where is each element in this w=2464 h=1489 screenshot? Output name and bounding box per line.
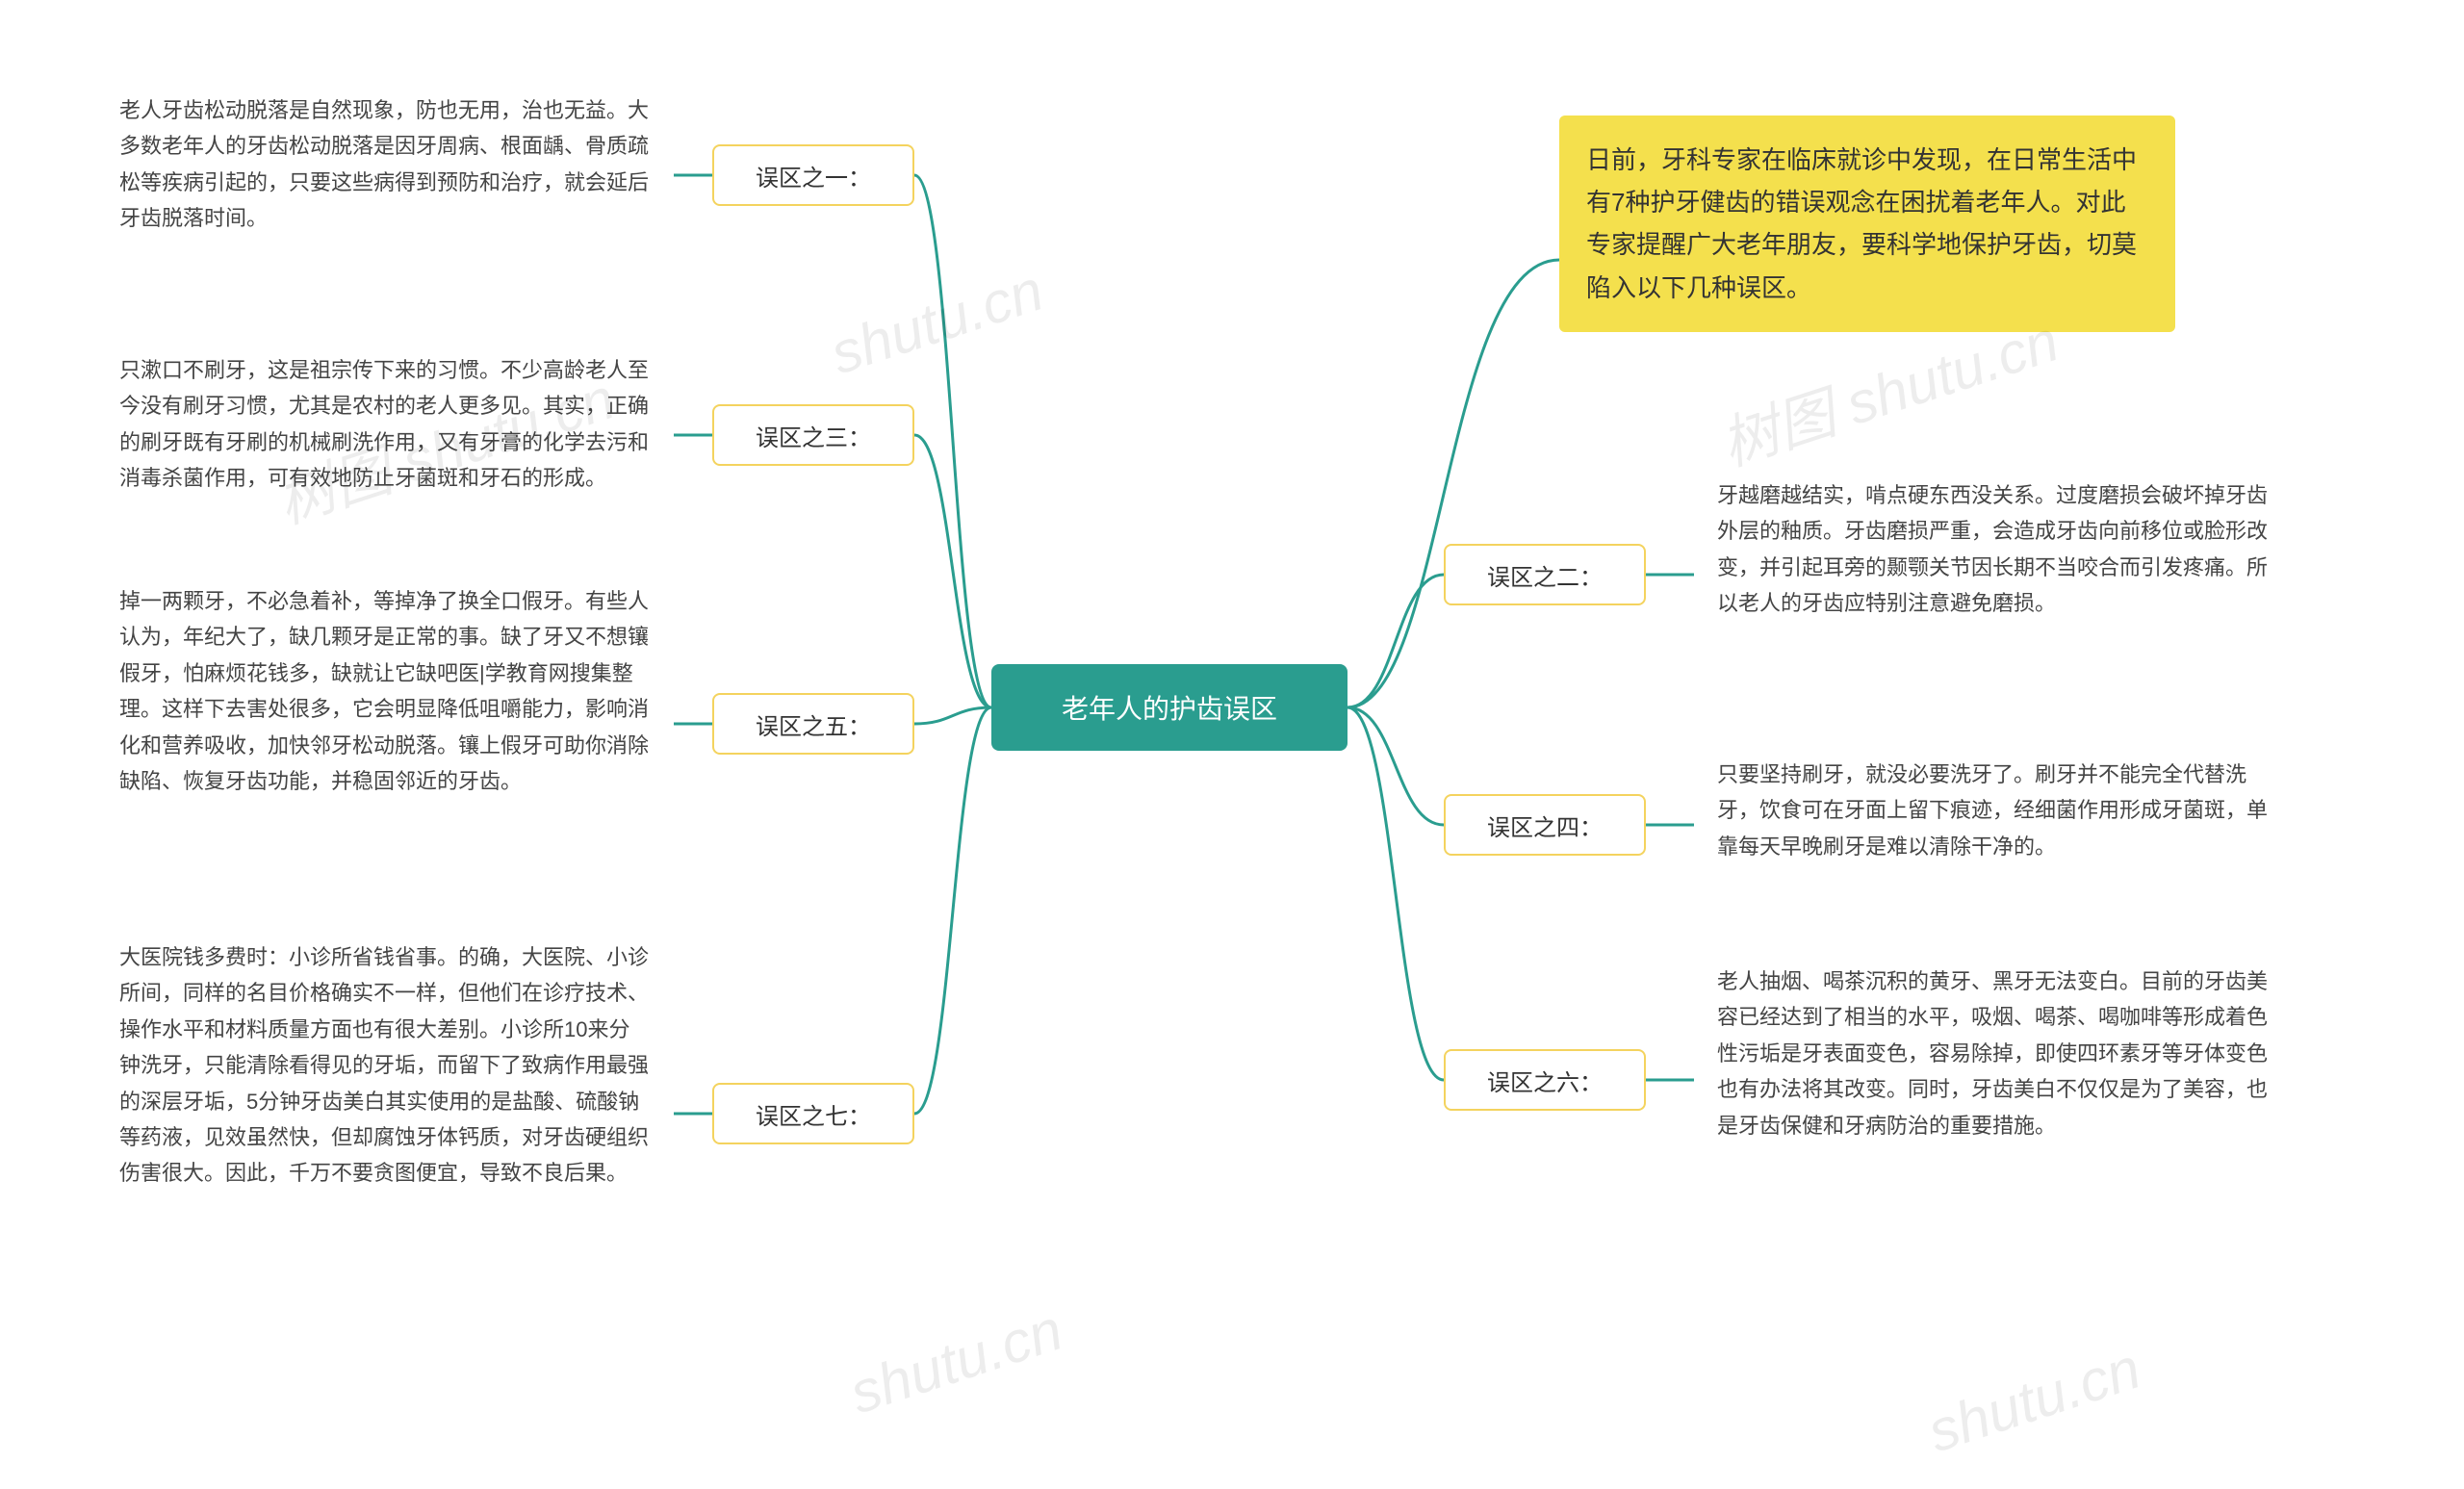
leaf-5[interactable]: 掉一两颗牙，不必急着补，等掉净了换全口假牙。有些人认为，年纪大了，缺几颗牙是正常… xyxy=(96,568,674,814)
branch-6[interactable]: 误区之六： xyxy=(1444,1049,1646,1111)
mindmap-canvas: 老年人的护齿误区 日前，牙科专家在临床就诊中发现，在日常生活中有7种护牙健齿的错… xyxy=(0,0,2464,1489)
root-node[interactable]: 老年人的护齿误区 xyxy=(991,664,1348,751)
leaf-7[interactable]: 大医院钱多费时：小诊所省钱省事。的确，大医院、小诊所间，同样的名目价格确实不一样… xyxy=(96,924,674,1207)
leaf-3[interactable]: 只漱口不刷牙，这是祖宗传下来的习惯。不少高龄老人至今没有刷牙习惯，尤其是农村的老… xyxy=(96,337,674,512)
watermark: shutu.cn xyxy=(823,257,1051,388)
branch-7[interactable]: 误区之七： xyxy=(712,1083,914,1144)
branch-2[interactable]: 误区之二： xyxy=(1444,544,1646,605)
branch-5-label: 误区之五： xyxy=(756,707,871,741)
leaf-2-text: 牙越磨越结实，啃点硬东西没关系。过度磨损会破坏掉牙齿外层的釉质。牙齿磨损严重，会… xyxy=(1717,483,2268,615)
leaf-6[interactable]: 老人抽烟、喝茶沉积的黄牙、黑牙无法变白。目前的牙齿美容已经达到了相当的水平，吸烟… xyxy=(1694,948,2291,1159)
intro-text: 日前，牙科专家在临床就诊中发现，在日常生活中有7种护牙健齿的错误观念在困扰着老年… xyxy=(1586,145,2137,302)
root-label: 老年人的护齿误区 xyxy=(1062,688,1277,727)
leaf-4-text: 只要坚持刷牙，就没必要洗牙了。刷牙并不能完全代替洗牙，饮食可在牙面上留下痕迹，经… xyxy=(1717,762,2268,859)
watermark: shutu.cn xyxy=(1920,1335,2148,1466)
leaf-7-text: 大医院钱多费时：小诊所省钱省事。的确，大医院、小诊所间，同样的名目价格确实不一样… xyxy=(119,945,649,1185)
branch-4[interactable]: 误区之四： xyxy=(1444,794,1646,856)
leaf-1-text: 老人牙齿松动脱落是自然现象，防也无用，治也无益。大多数老年人的牙齿松动脱落是因牙… xyxy=(119,98,649,230)
leaf-3-text: 只漱口不刷牙，这是祖宗传下来的习惯。不少高龄老人至今没有刷牙习惯，尤其是农村的老… xyxy=(119,358,649,490)
branch-2-label: 误区之二： xyxy=(1487,558,1603,592)
intro-note[interactable]: 日前，牙科专家在临床就诊中发现，在日常生活中有7种护牙健齿的错误观念在困扰着老年… xyxy=(1559,116,2175,332)
leaf-5-text: 掉一两颗牙，不必急着补，等掉净了换全口假牙。有些人认为，年纪大了，缺几颗牙是正常… xyxy=(119,589,649,793)
branch-3-label: 误区之三： xyxy=(756,419,871,452)
leaf-2[interactable]: 牙越磨越结实，啃点硬东西没关系。过度磨损会破坏掉牙齿外层的釉质。牙齿磨损严重，会… xyxy=(1694,462,2291,637)
branch-6-label: 误区之六： xyxy=(1487,1064,1603,1097)
leaf-6-text: 老人抽烟、喝茶沉积的黄牙、黑牙无法变白。目前的牙齿美容已经达到了相当的水平，吸烟… xyxy=(1717,969,2268,1138)
leaf-1[interactable]: 老人牙齿松动脱落是自然现象，防也无用，治也无益。大多数老年人的牙齿松动脱落是因牙… xyxy=(96,77,674,252)
branch-7-label: 误区之七： xyxy=(756,1097,871,1131)
branch-5[interactable]: 误区之五： xyxy=(712,693,914,755)
branch-1[interactable]: 误区之一： xyxy=(712,144,914,206)
branch-3[interactable]: 误区之三： xyxy=(712,404,914,466)
branch-4-label: 误区之四： xyxy=(1487,809,1603,842)
branch-1-label: 误区之一： xyxy=(756,159,871,193)
watermark: shutu.cn xyxy=(842,1296,1070,1427)
leaf-4[interactable]: 只要坚持刷牙，就没必要洗牙了。刷牙并不能完全代替洗牙，饮食可在牙面上留下痕迹，经… xyxy=(1694,741,2291,880)
